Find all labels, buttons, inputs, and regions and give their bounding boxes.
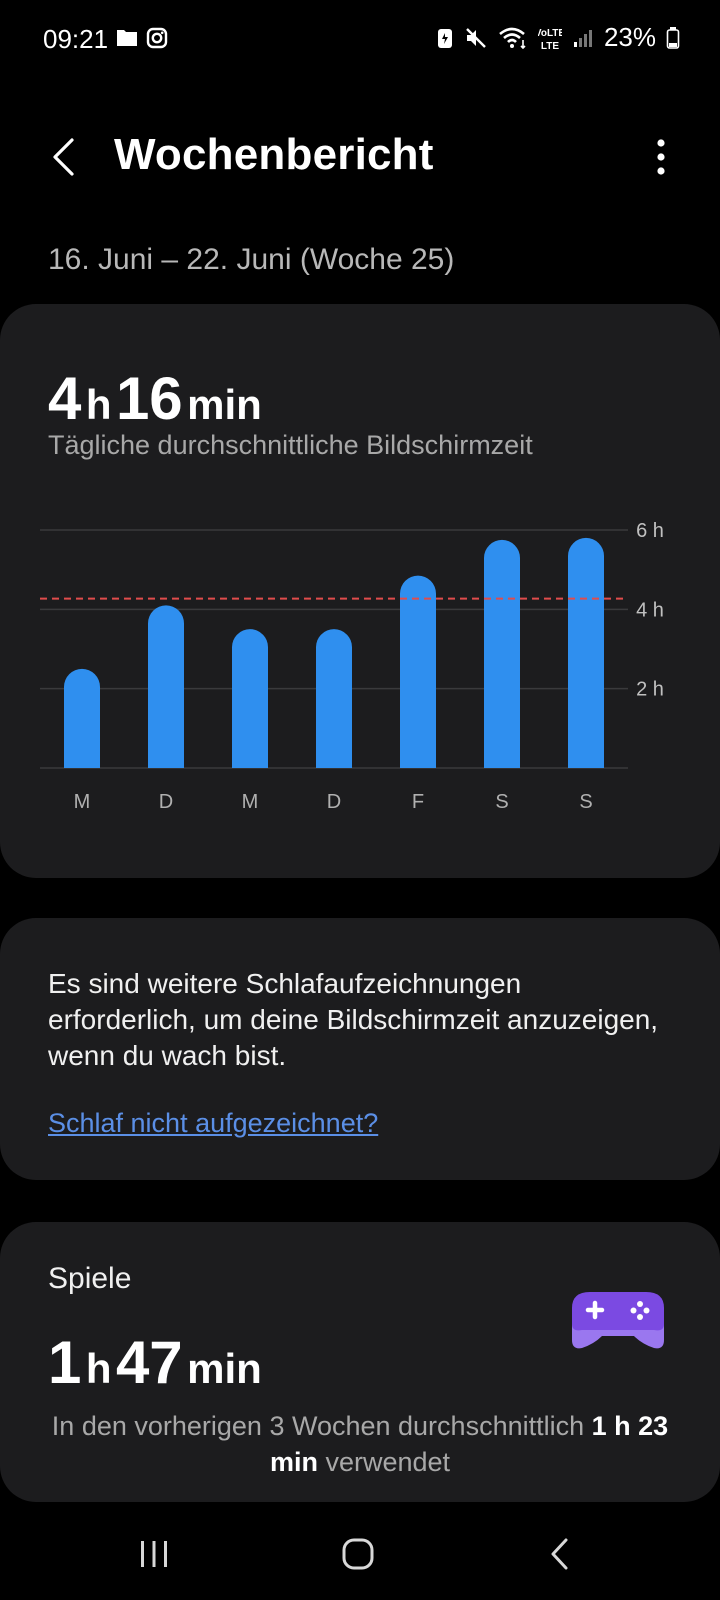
status-notification-icons (116, 27, 168, 49)
status-time: 09:21 (43, 24, 109, 54)
screen-time-card[interactable]: 4 h 16 min Tägliche durchschnittliche Bi… (0, 304, 720, 878)
chart-bar[interactable] (316, 629, 352, 768)
battery-percentage: 23% (603, 22, 656, 52)
chart-bar[interactable] (400, 575, 436, 768)
day-label: S (495, 791, 508, 813)
chart-bar[interactable] (568, 537, 604, 768)
screen-time-chart[interactable]: 2 h 4 h 6 h M D M D F S S (0, 514, 720, 844)
sleep-not-recorded-link[interactable]: Schlaf nicht aufgezeichnet? (48, 1108, 379, 1138)
status-system-icons: VoLTE LTE 23% (436, 22, 680, 53)
mute-icon (466, 27, 486, 48)
sleep-info-card: Es sind weitere Schlafaufzeichnungen erf… (0, 918, 720, 1180)
games-title: Spiele (48, 1262, 132, 1295)
date-range: 16. Juni – 22. Juni (Woche 25) (48, 243, 455, 276)
svg-text:LTE: LTE (541, 41, 559, 51)
y-tick-label: 6 h (636, 520, 664, 542)
average-screen-time: 4 h 16 min (48, 365, 262, 432)
y-tick-label: 4 h (636, 599, 664, 621)
back-button[interactable] (40, 132, 86, 182)
day-label: D (159, 791, 173, 813)
screen-time-subtitle: Tägliche durchschnittliche Bildschirmzei… (48, 430, 533, 460)
gamepad-icon (572, 1292, 664, 1349)
folder-icon (117, 30, 137, 46)
recents-icon (141, 1541, 167, 1567)
day-label: S (579, 791, 592, 813)
day-label: M (74, 791, 91, 813)
chart-bar[interactable] (64, 668, 100, 768)
chart-bar[interactable] (232, 629, 268, 768)
back-icon (551, 1538, 568, 1570)
instagram-icon (146, 27, 168, 49)
battery-icon (666, 26, 680, 49)
y-tick-label: 2 h (636, 679, 664, 701)
svg-text:VoLTE: VoLTE (538, 28, 562, 39)
more-options-button[interactable] (646, 130, 676, 184)
page-title: Wochenbericht (114, 130, 434, 179)
games-time: 1 h 47 min (48, 1329, 262, 1396)
day-label: M (242, 791, 259, 813)
day-label: D (327, 791, 341, 813)
games-card[interactable]: Spiele 1 h 47 min In den vorherigen 3 Wo… (0, 1222, 720, 1502)
signal-icon (573, 29, 592, 47)
sleep-message: Es sind weitere Schlafaufzeichnungen erf… (48, 968, 659, 1071)
status-bar: 09:21 VoLTE LTE (0, 0, 720, 80)
chevron-left-icon (53, 138, 74, 176)
wifi-icon (499, 27, 526, 49)
volte-icon: VoLTE LTE (538, 28, 562, 51)
home-button[interactable] (328, 1532, 388, 1576)
chart-bar[interactable] (148, 605, 184, 768)
games-comparison-note: In den vorherigen 3 Wochen durchschnittl… (51, 1411, 669, 1477)
navigation-bar (0, 1510, 720, 1600)
app-bar: Wochenbericht (0, 112, 720, 202)
day-label: F (412, 791, 424, 813)
chart-bar[interactable] (484, 539, 520, 768)
nav-back-button[interactable] (530, 1532, 590, 1576)
recents-button[interactable] (124, 1532, 184, 1576)
more-vertical-icon (657, 139, 665, 175)
home-icon (342, 1538, 374, 1570)
battery-saver-icon (437, 28, 452, 48)
